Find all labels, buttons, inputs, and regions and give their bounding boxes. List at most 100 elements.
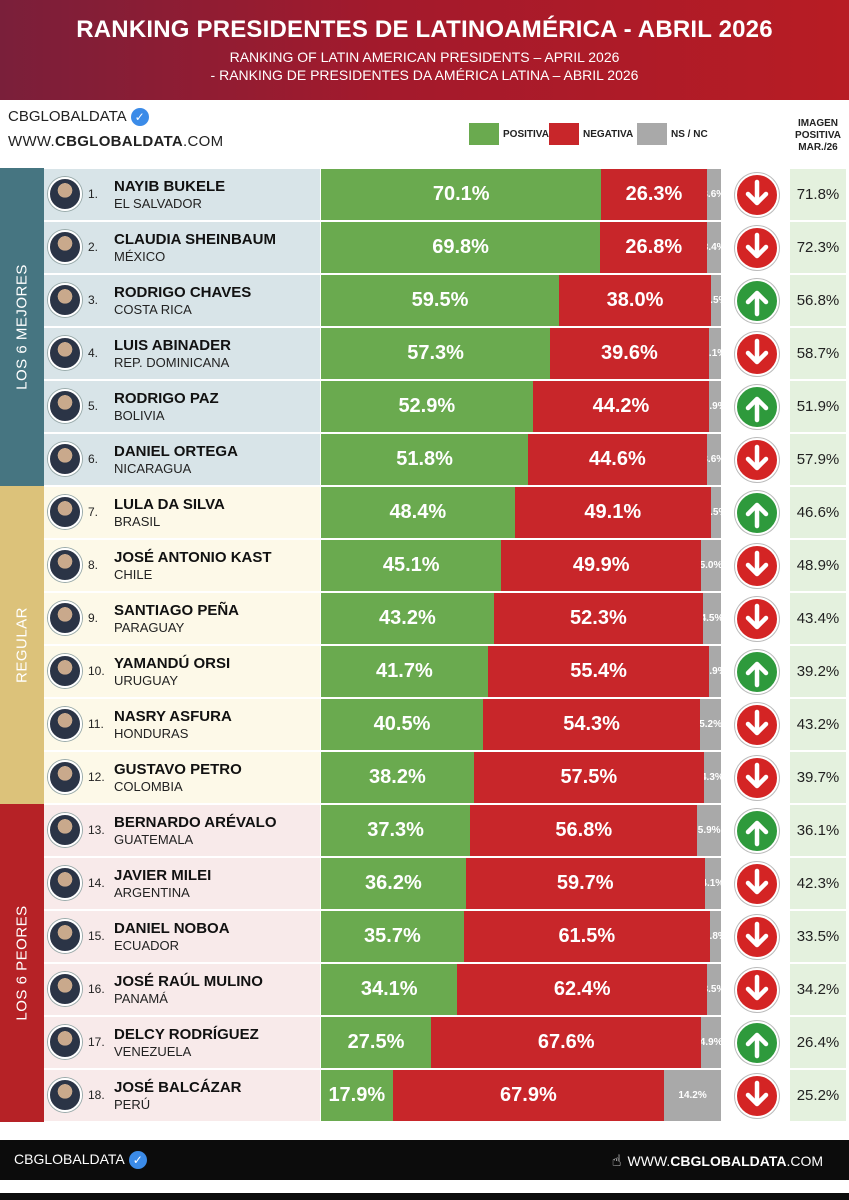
brand-website[interactable]: WWW.CBGLOBALDATA.COM — [8, 133, 223, 150]
rank-number: 10. — [88, 664, 105, 678]
trend-down-arrow-icon — [735, 438, 779, 482]
rank-number: 11. — [88, 717, 104, 731]
name-cell: 3. RODRIGO CHAVES COSTA RICA — [44, 275, 320, 326]
prev-header-line-1: IMAGEN — [798, 118, 838, 129]
positive-bar-segment: 70.1% — [321, 169, 602, 220]
rank-number: 18. — [88, 1088, 105, 1102]
president-name: LULA DA SILVA — [114, 496, 225, 513]
country-name: BRASIL — [114, 514, 161, 529]
positive-bar-segment: 36.2% — [321, 858, 466, 909]
name-cell: 1. NAYIB BUKELE EL SALVADOR — [44, 169, 320, 220]
prev-header-line-3: MAR./26 — [798, 142, 838, 153]
rank-number: 14. — [88, 876, 105, 890]
section-2: LOS 6 PEORES — [0, 804, 44, 1122]
president-photo — [48, 230, 82, 264]
trend-down-arrow-icon — [735, 968, 779, 1012]
president-name: JOSÉ ANTONIO KAST — [114, 549, 272, 566]
pointer-hand-icon: ☝ — [611, 1153, 622, 1170]
footer-website[interactable]: ☝ WWW.CBGLOBALDATA.COM — [612, 1151, 823, 1171]
nsnc-bar-value-label: 2.9% — [709, 666, 721, 677]
nsnc-bar-value-label: 5.9% — [697, 825, 721, 836]
president-photo — [48, 548, 82, 582]
name-cell: 6. DANIEL ORTEGA NICARAGUA — [44, 434, 320, 485]
negative-bar-value-label: 62.4% — [553, 978, 611, 1000]
president-row: 17. DELCY RODRÍGUEZ VENEZUELA 27.5% 67.6% 4.9… — [0, 1016, 849, 1069]
positive-bar-value-label: 35.7% — [364, 925, 421, 947]
trend-down-arrow-icon — [735, 1074, 779, 1118]
positive-bar-value-label: 52.9% — [398, 395, 456, 417]
positive-bar-value-label: 17.9% — [328, 1084, 386, 1106]
rank-number: 7. — [88, 505, 99, 519]
negative-bar-segment: 67.9% — [392, 1070, 665, 1121]
nsnc-bar-segment: 2.5% — [710, 487, 721, 538]
trend-up-arrow-icon — [735, 491, 779, 535]
country-name: BOLIVIA — [114, 408, 165, 423]
footer-bar: CBGLOBALDATA ✓ ☝ WWW.CBGLOBALDATA.COM — [0, 1140, 849, 1180]
negative-bar-segment: 59.7% — [465, 858, 705, 909]
president-name: RODRIGO PAZ — [114, 390, 219, 407]
positive-bar-value-label: 37.3% — [367, 819, 424, 841]
positive-bar-segment: 40.5% — [321, 699, 483, 750]
nsnc-bar-segment: 3.1% — [708, 328, 721, 379]
president-photo — [48, 866, 82, 900]
negative-bar-segment: 49.1% — [514, 487, 711, 538]
nsnc-bar-value-label: 4.1% — [705, 878, 721, 889]
president-row: 13. BERNARDO ARÉVALO GUATEMALA 37.3% 56.8% 5.… — [0, 804, 849, 857]
country-name: ECUADOR — [114, 938, 180, 953]
stacked-bar: 51.8% 44.6% 3.6% — [321, 434, 721, 485]
brand-label: CBGLOBALDATA — [8, 108, 127, 125]
negative-bar-segment: 26.8% — [600, 222, 708, 273]
name-cell: 2. CLAUDIA SHEINBAUM MÉXICO — [44, 222, 320, 273]
subtitle-english: RANKING OF LATIN AMERICAN PRESIDENTS – A… — [229, 49, 620, 65]
rank-number: 9. — [88, 611, 99, 625]
rank-number: 1. — [88, 187, 99, 201]
negative-bar-segment: 44.2% — [532, 381, 710, 432]
positive-bar-value-label: 59.5% — [411, 289, 469, 311]
name-cell: 7. LULA DA SILVA BRASIL — [44, 487, 320, 538]
president-photo — [48, 813, 82, 847]
negative-bar-segment: 38.0% — [559, 275, 711, 326]
nsnc-bar-segment: 3.6% — [706, 169, 721, 220]
positive-bar-segment: 45.1% — [321, 540, 502, 591]
nsnc-bar-value-label: 2.8% — [709, 931, 721, 942]
stacked-bar: 38.2% 57.5% 4.3% — [321, 752, 721, 803]
trend-up-arrow-icon — [735, 650, 779, 694]
negative-bar-segment: 57.5% — [473, 752, 704, 803]
negative-bar-value-label: 39.6% — [601, 342, 658, 364]
name-cell: 12. GUSTAVO PETRO COLOMBIA — [44, 752, 320, 803]
nsnc-bar-value-label: 5.0% — [700, 560, 721, 571]
header-banner: RANKING PRESIDENTES DE LATINOAMÉRICA - A… — [0, 0, 849, 100]
previous-positive-value: 36.1% — [790, 805, 846, 856]
negative-bar-value-label: 26.3% — [625, 183, 683, 205]
nsnc-bar-segment: 4.1% — [704, 858, 721, 909]
president-name: DELCY RODRÍGUEZ — [114, 1026, 259, 1043]
negative-bar-value-label: 56.8% — [555, 819, 613, 841]
nsnc-bar-segment: 3.4% — [707, 222, 721, 273]
country-name: GUATEMALA — [114, 832, 194, 847]
president-photo — [48, 495, 82, 529]
positive-bar-value-label: 34.1% — [360, 978, 418, 1000]
trend-up-arrow-icon — [735, 385, 779, 429]
previous-positive-value: 46.6% — [790, 487, 846, 538]
president-photo — [48, 760, 82, 794]
rank-number: 13. — [88, 823, 105, 837]
president-row: 16.JOSÉ RAÚL MULINOPANAMÁ34.1%62.4%3.5%3… — [0, 963, 849, 1016]
negative-bar-segment: 39.6% — [550, 328, 709, 379]
president-name: JAVIER MILEI — [114, 867, 212, 884]
positive-bar-segment: 48.4% — [321, 487, 515, 538]
president-photo — [48, 654, 82, 688]
positive-bar-value-label: 38.2% — [369, 766, 426, 788]
nsnc-bar-value-label: 4.5% — [702, 613, 721, 624]
trend-down-arrow-icon — [735, 173, 779, 217]
nsnc-bar-value-label: 3.1% — [708, 348, 721, 359]
stacked-bar: 27.5% 67.6% 4.9% — [321, 1017, 721, 1068]
trend-up-arrow-icon — [735, 279, 779, 323]
nsnc-bar-segment: 14.2% — [664, 1070, 721, 1121]
site-prefix: WWW. — [8, 133, 56, 150]
nsnc-bar-segment: 4.9% — [701, 1017, 721, 1068]
nsnc-bar-value-label: 14.2% — [678, 1090, 707, 1101]
